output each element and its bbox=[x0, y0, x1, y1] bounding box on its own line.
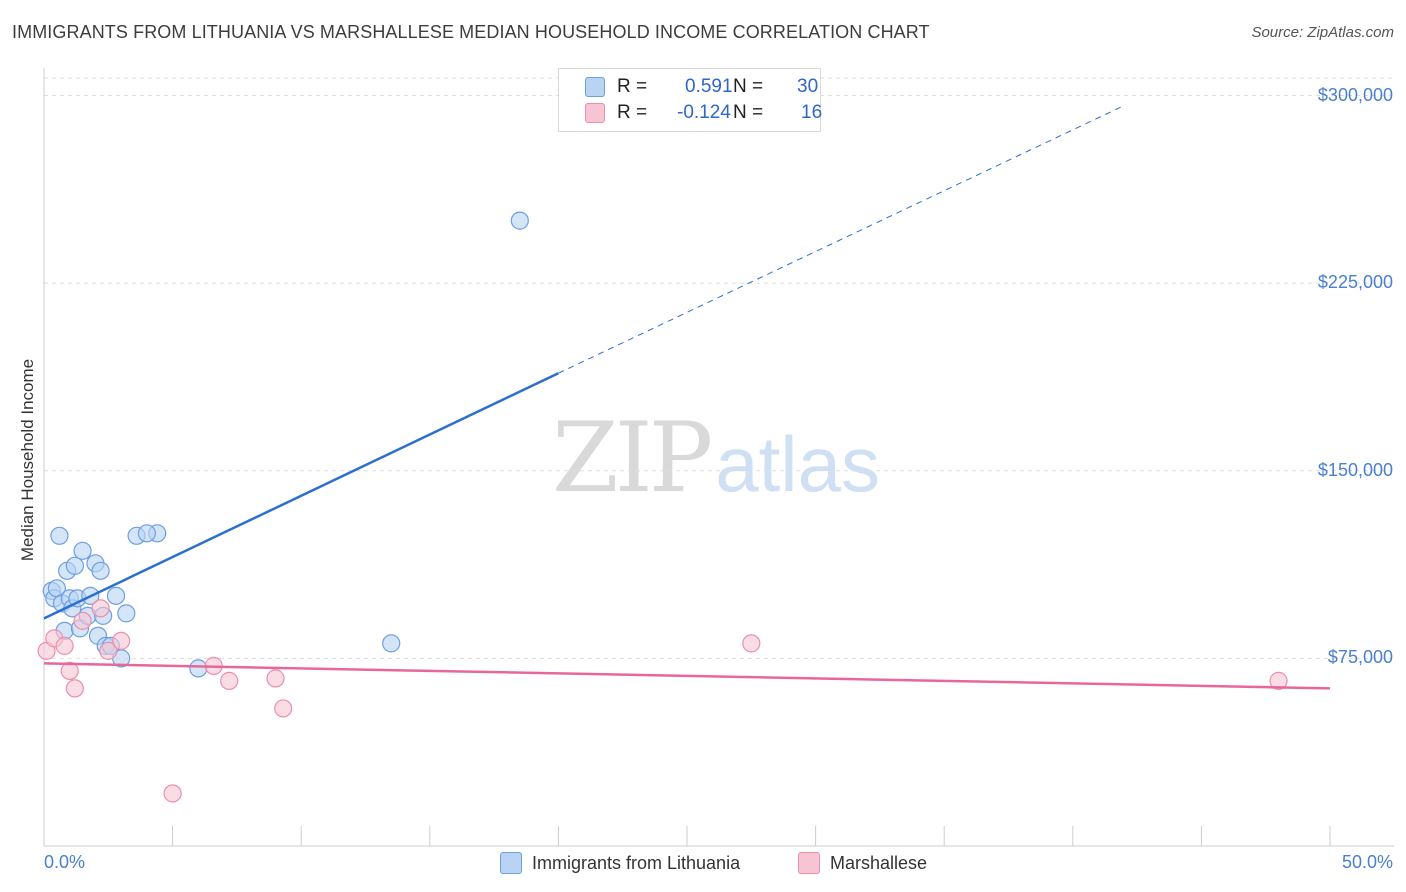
watermark-zip: ZIP bbox=[552, 402, 713, 514]
legend-n-label: N = bbox=[733, 102, 764, 123]
bottom-swatch-pink bbox=[798, 852, 820, 874]
blue-data-point bbox=[137, 524, 156, 543]
pink-data-point bbox=[163, 784, 182, 803]
correlation-legend: R = 0.591 N = 30 R = -0.124 N = 16 bbox=[558, 68, 823, 132]
blue-data-point bbox=[73, 541, 92, 560]
pink-data-point bbox=[274, 699, 293, 718]
blue-data-point bbox=[50, 526, 69, 545]
pink-data-point bbox=[1269, 671, 1288, 690]
y-tick-label: $150,000 bbox=[1317, 459, 1393, 480]
pink-data-point bbox=[73, 611, 92, 630]
pink-data-point bbox=[60, 661, 79, 680]
pink-data-point bbox=[266, 669, 285, 688]
bottom-legend-label: Marshallese bbox=[830, 852, 928, 873]
x-tick-label-max: 50.0% bbox=[1341, 852, 1393, 872]
blue-data-point bbox=[106, 586, 126, 605]
y-tick-label: $225,000 bbox=[1317, 272, 1393, 293]
pink-trend-line bbox=[43, 662, 1331, 690]
y-tick-label: $75,000 bbox=[1327, 647, 1393, 668]
blue-trend-extension bbox=[558, 105, 1125, 374]
pink-data-point bbox=[65, 679, 84, 698]
blue-data-point bbox=[65, 556, 84, 575]
pink-data-point bbox=[112, 631, 131, 650]
bottom-legend-marshallese: Marshallese bbox=[798, 852, 927, 874]
legend-n-value: 16 bbox=[801, 102, 823, 123]
legend-swatch-blue bbox=[585, 77, 605, 97]
watermark: ZIPatlas bbox=[552, 402, 880, 514]
blue-data-point bbox=[189, 659, 208, 678]
pink-data-point bbox=[91, 599, 110, 618]
watermark-atlas: atlas bbox=[715, 420, 880, 508]
pink-data-point bbox=[220, 671, 239, 690]
legend-swatch-pink bbox=[585, 103, 605, 123]
bottom-legend-lithuania: Immigrants from Lithuania bbox=[500, 852, 740, 874]
blue-data-point bbox=[382, 634, 401, 653]
pink-data-point bbox=[99, 641, 118, 660]
y-tick-label: $300,000 bbox=[1317, 84, 1393, 105]
legend-r-label: R = bbox=[617, 102, 648, 123]
legend-r-value: -0.124 bbox=[677, 102, 731, 123]
blue-data-point bbox=[91, 561, 110, 580]
legend-n-label: N = bbox=[733, 76, 764, 97]
pink-data-point bbox=[55, 636, 74, 655]
source-note: Source: ZipAtlas.com bbox=[1251, 24, 1394, 41]
chart-title: IMMIGRANTS FROM LITHUANIA VS MARSHALLESE… bbox=[12, 22, 930, 42]
bottom-legend-label: Immigrants from Lithuania bbox=[532, 852, 741, 873]
y-axis-label: Median Household Income bbox=[18, 358, 37, 562]
pink-data-point bbox=[742, 634, 761, 653]
legend-n-value: 30 bbox=[797, 76, 819, 97]
legend-r-value: 0.591 bbox=[685, 76, 733, 97]
blue-data-point bbox=[510, 211, 529, 230]
blue-trend-line bbox=[43, 372, 559, 620]
legend-r-label: R = bbox=[617, 76, 648, 97]
x-tick-label-min: 0.0% bbox=[44, 852, 86, 872]
bottom-swatch-blue bbox=[500, 852, 522, 874]
blue-data-point bbox=[117, 604, 136, 623]
